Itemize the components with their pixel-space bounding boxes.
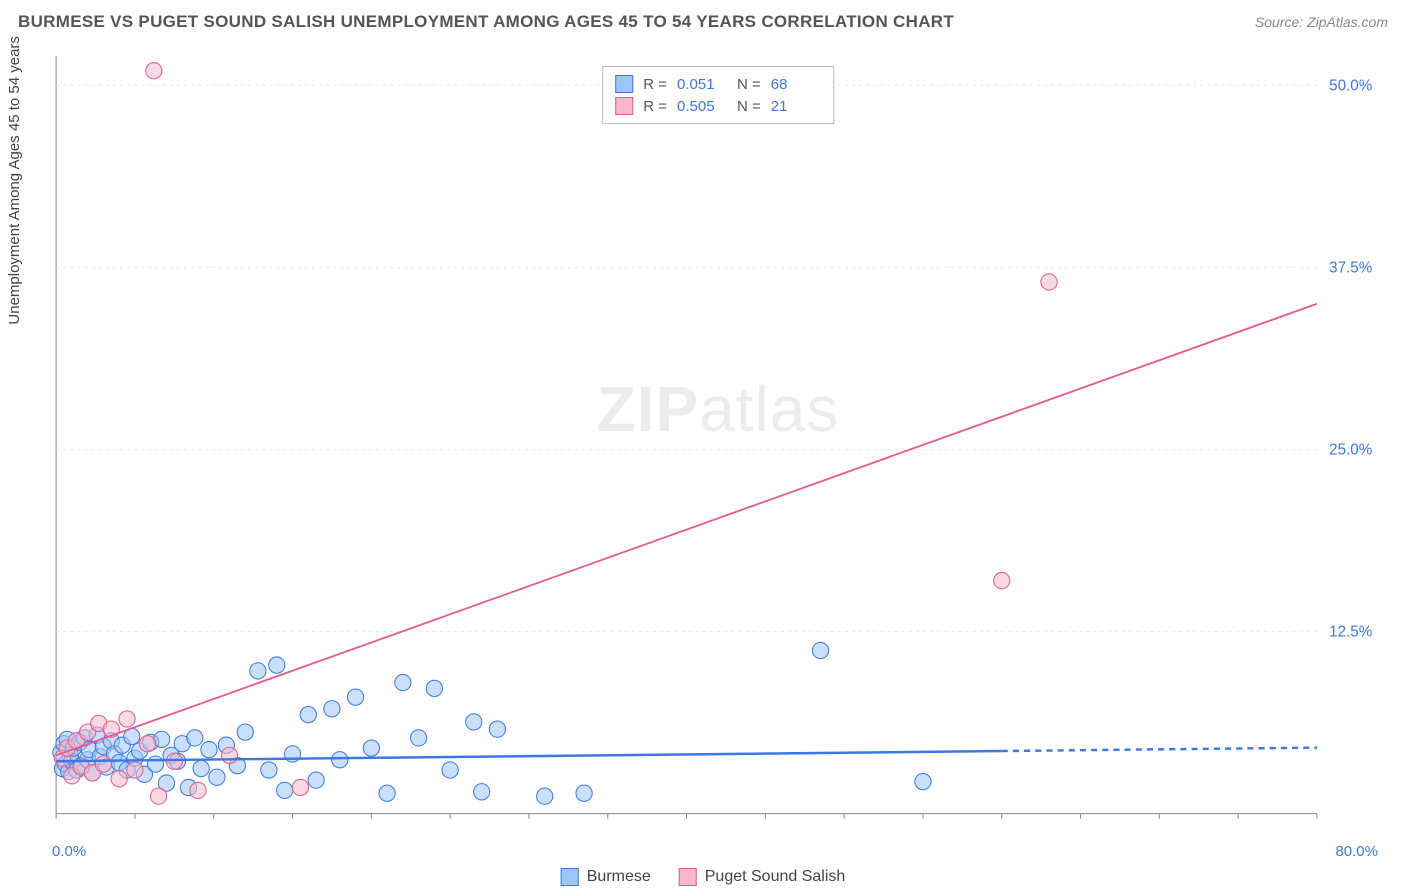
x-axis-max-label: 80.0% <box>1335 843 1378 860</box>
data-point <box>489 721 505 737</box>
y-tick-label: 37.5% <box>1329 259 1373 276</box>
chart-title: BURMESE VS PUGET SOUND SALISH UNEMPLOYME… <box>18 12 954 32</box>
data-point <box>111 771 127 787</box>
data-point <box>187 730 203 746</box>
r-label: R = <box>643 98 667 115</box>
data-point <box>292 779 308 795</box>
r-label: R = <box>643 76 667 93</box>
legend-swatch <box>615 97 633 115</box>
data-point <box>201 741 217 757</box>
data-point <box>190 782 206 798</box>
data-point <box>147 756 163 772</box>
data-point <box>237 724 253 740</box>
data-point <box>332 752 348 768</box>
data-point <box>347 689 363 705</box>
data-point <box>576 785 592 801</box>
data-point <box>300 706 316 722</box>
r-value: 0.051 <box>677 76 727 93</box>
r-value: 0.505 <box>677 98 727 115</box>
n-label: N = <box>737 76 761 93</box>
legend-label: Puget Sound Salish <box>705 868 846 886</box>
data-point <box>127 762 143 778</box>
legend-swatch <box>561 868 579 886</box>
data-point <box>410 730 426 746</box>
scatter-plot: 12.5% 25.0% 37.5% 50.0% <box>48 48 1388 832</box>
data-point <box>150 788 166 804</box>
data-point <box>466 714 482 730</box>
data-point <box>209 769 225 785</box>
correlation-legend: R = 0.051 N = 68 R = 0.505 N = 21 <box>602 66 834 124</box>
data-point <box>994 572 1010 588</box>
data-point <box>139 736 155 752</box>
data-point <box>324 701 340 717</box>
y-axis-label: Unemployment Among Ages 45 to 54 years <box>6 36 23 325</box>
data-point <box>250 663 266 679</box>
legend-swatch <box>615 75 633 93</box>
y-tick-label: 12.5% <box>1329 624 1373 641</box>
n-value: 68 <box>771 76 821 93</box>
data-point <box>537 788 553 804</box>
data-point <box>426 680 442 696</box>
legend-swatch <box>679 868 697 886</box>
legend-row: R = 0.505 N = 21 <box>615 95 821 117</box>
data-point <box>193 760 209 776</box>
data-point <box>146 63 162 79</box>
data-point <box>119 711 135 727</box>
legend-item: Burmese <box>561 868 651 886</box>
data-point <box>915 773 931 789</box>
data-point <box>812 642 828 658</box>
data-point <box>379 785 395 801</box>
trend-line <box>56 751 1002 761</box>
trend-line-extrapolated <box>1002 748 1317 751</box>
n-label: N = <box>737 98 761 115</box>
data-point <box>1041 274 1057 290</box>
data-point <box>269 657 285 673</box>
x-axis-origin-label: 0.0% <box>52 843 86 860</box>
series-legend: Burmese Puget Sound Salish <box>561 868 846 886</box>
data-point <box>395 674 411 690</box>
data-point <box>221 747 237 763</box>
data-point <box>308 772 324 788</box>
data-point <box>474 784 490 800</box>
chart-area: Unemployment Among Ages 45 to 54 years 1… <box>48 48 1388 832</box>
legend-item: Puget Sound Salish <box>679 868 846 886</box>
legend-label: Burmese <box>587 868 651 886</box>
chart-header: BURMESE VS PUGET SOUND SALISH UNEMPLOYME… <box>0 0 1406 38</box>
source-attribution: Source: ZipAtlas.com <box>1255 14 1388 30</box>
y-tick-label: 50.0% <box>1329 77 1373 94</box>
trend-line <box>56 304 1317 756</box>
data-point <box>95 756 111 772</box>
data-point <box>277 782 293 798</box>
y-tick-label: 25.0% <box>1329 442 1373 459</box>
legend-row: R = 0.051 N = 68 <box>615 73 821 95</box>
data-point <box>442 762 458 778</box>
n-value: 21 <box>771 98 821 115</box>
data-point <box>261 762 277 778</box>
data-point <box>363 740 379 756</box>
